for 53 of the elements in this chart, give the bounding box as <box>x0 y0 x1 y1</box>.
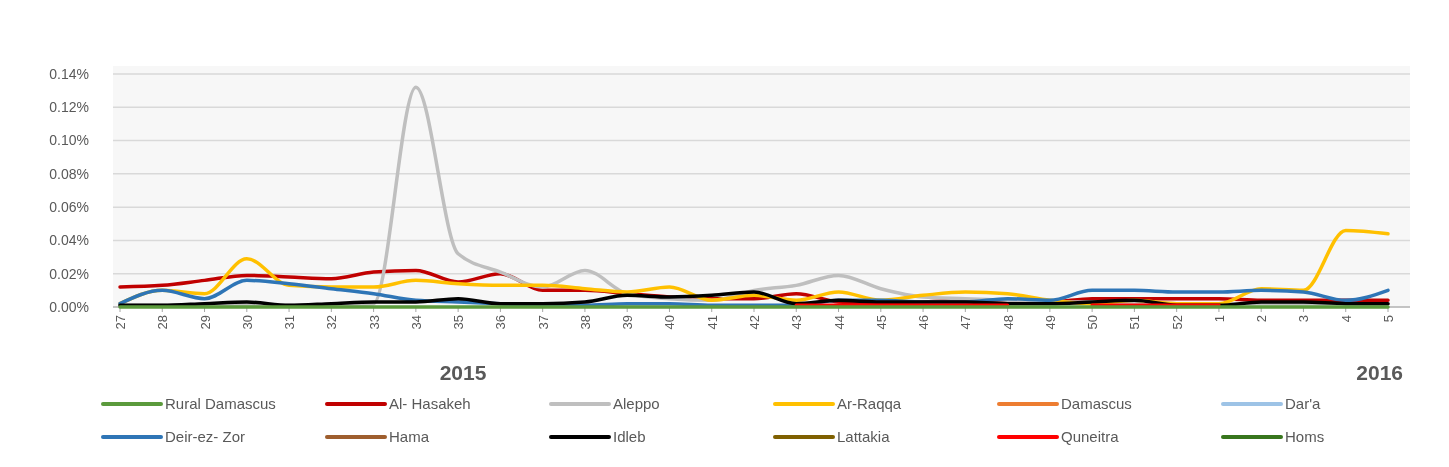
x-tick-label: 42 <box>747 315 762 330</box>
y-tick-label: 0.14% <box>49 65 89 82</box>
legend-label: Ar-Raqqa <box>837 395 902 413</box>
x-tick-label: 33 <box>366 315 382 330</box>
legend-label: Rural Damascus <box>165 395 276 413</box>
legend-label: Lattakia <box>837 428 891 446</box>
legend-label: Hama <box>389 428 430 446</box>
x-tick-label: 39 <box>620 315 636 330</box>
y-tick-label: 0.08% <box>49 165 89 182</box>
x-tick-label: 46 <box>916 315 932 330</box>
x-tick-label: 50 <box>1085 315 1101 330</box>
text: 2015 <box>439 361 487 384</box>
legend-label: Homs <box>1285 428 1325 446</box>
x-tick-label: 3 <box>1296 315 1312 323</box>
legend-label: Aleppo <box>613 395 660 413</box>
x-tick-label: 45 <box>873 315 889 330</box>
x-tick-label: 44 <box>831 315 847 330</box>
text: 2016 <box>1356 361 1403 384</box>
x-tick-label: 51 <box>1127 315 1143 330</box>
x-tick-label: 31 <box>282 315 298 330</box>
x-tick-label: 4 <box>1338 315 1354 323</box>
legend-label: Deir-ez- Zor <box>165 428 246 446</box>
x-tick-label: 40 <box>662 315 678 330</box>
x-tick-label: 41 <box>704 315 720 330</box>
y-tick-label: 0.00% <box>49 298 89 315</box>
y-tick-label: 0.12% <box>49 99 89 116</box>
x-tick-label: 1 <box>1211 315 1227 323</box>
x-tick-label: 27 <box>113 315 128 330</box>
x-tick-label: 43 <box>789 315 805 330</box>
x-tick-label: 37 <box>535 315 551 330</box>
y-tick-label: 0.02% <box>49 265 89 282</box>
x-tick-label: 30 <box>239 315 255 330</box>
x-tick-label: 2 <box>1254 315 1270 323</box>
x-tick-label: 49 <box>1042 315 1058 330</box>
legend-label: Dar'a <box>1285 395 1322 413</box>
legend-label: Al- Hasakeh <box>389 395 471 413</box>
x-tick-label: 34 <box>408 315 424 330</box>
x-tick-label: 5 <box>1381 315 1396 323</box>
x-tick-label: 29 <box>197 315 213 330</box>
x-tick-label: 28 <box>155 315 171 330</box>
x-tick-label: 32 <box>324 315 340 330</box>
x-tick-label: 38 <box>577 315 593 330</box>
x-tick-label: 35 <box>451 315 467 330</box>
x-tick-label: 48 <box>1000 315 1016 330</box>
x-tick-label: 47 <box>958 315 974 330</box>
legend-label: Idleb <box>613 428 646 446</box>
x-tick-label: 52 <box>1169 315 1185 330</box>
x-tick-label: 36 <box>493 315 509 330</box>
legend-label: Damascus <box>1061 395 1132 413</box>
y-tick-label: 0.10% <box>49 132 89 149</box>
y-tick-label: 0.04% <box>49 232 89 249</box>
y-tick-label: 0.06% <box>49 199 89 216</box>
legend-label: Quneitra <box>1061 428 1120 446</box>
